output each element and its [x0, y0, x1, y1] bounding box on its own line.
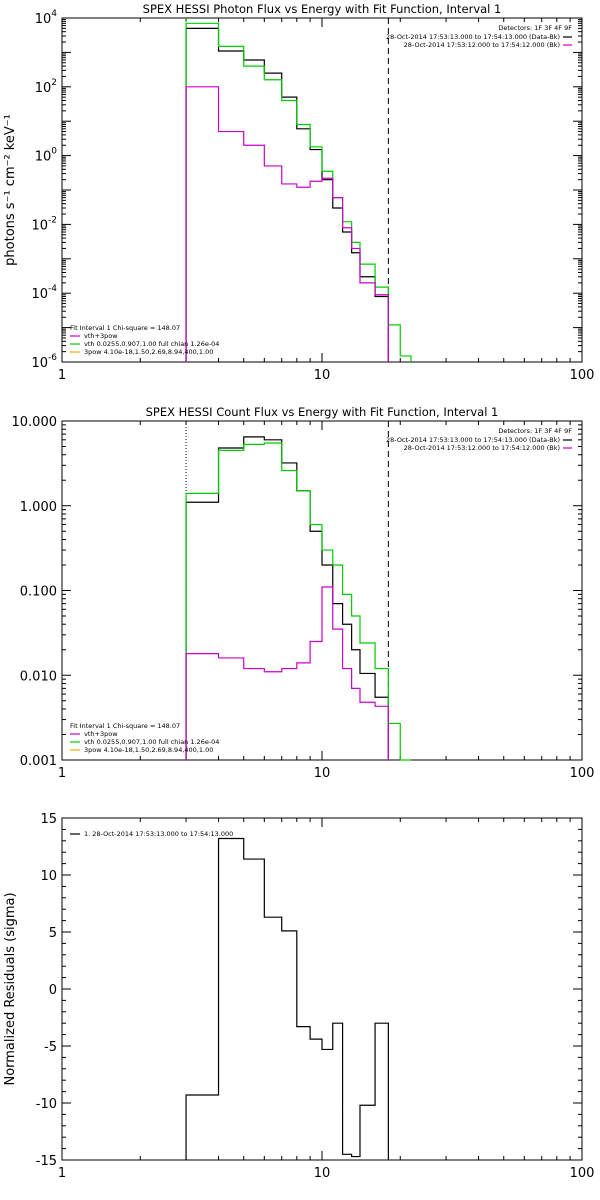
y-tick-base: 10 [31, 287, 48, 302]
y-axis-label: photons s⁻¹ cm⁻² keV⁻¹ [3, 114, 18, 266]
chart-panel-3: 1 10 100 15 10 5 0 -5 -10 -15 Normalized Residuals… [3, 812, 594, 1181]
x-tick-label: 10 [314, 1166, 331, 1181]
series-3-step-line [185, 586, 389, 760]
y-tick-label: 10.000 [12, 415, 58, 430]
legend-detectors: Detectors: 1F 3F 4F 9F [498, 427, 572, 435]
y-tick-label: -5 [44, 1040, 57, 1055]
legend-entry-label: 28-Oct-2014 17:53:13.000 to 17:54:13.000… [386, 33, 560, 41]
legend-entry-label: 1. 28-Oct-2014 17:53:13.000 to 17:54:13.… [84, 830, 233, 838]
series-3-step-line [185, 86, 389, 362]
x-tick-label: 100 [570, 1166, 595, 1181]
y-tick-exponent: 0 [51, 147, 57, 157]
y-tick-label: 1.000 [20, 500, 57, 515]
chart-title: SPEX HESSI Count Flux vs Energy with Fit… [146, 405, 499, 419]
plot-frame [61, 817, 583, 1161]
legend-entry-label: vth 0.0255,0.907,1.00 full chian 1.26e-0… [84, 340, 219, 348]
y-tick-exponent: 4 [51, 9, 57, 19]
legend-entry-label: vth+3pow [84, 332, 118, 340]
y-tick-base: 10 [31, 218, 48, 233]
chart-panel-2: SPEX HESSI Count Flux vs Energy with Fit… [12, 405, 595, 781]
plot-frame [61, 17, 583, 363]
y-tick-label: 0.010 [20, 669, 57, 684]
legend-entry-label: 28-Oct-2014 17:53:12.000 to 17:54:12.000… [404, 444, 560, 452]
legend-fit-summary: Fit Interval 1 Chi-square = 148.07 [70, 722, 180, 730]
y-tick-label: -15 [36, 1154, 57, 1169]
chart-title: SPEX HESSI Photon Flux vs Energy with Fi… [143, 2, 502, 16]
legend-entry-label: 28-Oct-2014 17:53:12.000 to 17:54:12.000… [404, 41, 560, 49]
y-tick-label: 5 [49, 926, 57, 941]
legend-entry-label: vth 0.0255,0.907,1.00 full chian 1.26e-0… [84, 738, 219, 746]
y-tick-label: 104 [35, 9, 58, 27]
legend-entry-label: 28-Oct-2014 17:53:13.000 to 17:54:13.000… [386, 436, 560, 444]
y-tick-exponent: -2 [48, 215, 57, 225]
y-tick-label: 100 [35, 147, 58, 165]
y-tick-label: 10-6 [31, 353, 57, 371]
legend-entry-label: 3pow 4.10e-18,1.50,2.69,8.94,400,1.00 [84, 348, 213, 356]
series-1-step-line [185, 436, 389, 760]
x-tick-label: 100 [570, 766, 595, 781]
y-axis-label: Normalized Residuals (sigma) [3, 892, 18, 1085]
series-2-step-line [185, 442, 412, 761]
legend-entry-label: 3pow 4.10e-18,1.50,2.69,8.94,400,1.00 [84, 746, 213, 754]
y-tick-label: 10-4 [31, 284, 57, 302]
chart-panel-1: SPEX HESSI Photon Flux vs Energy with Fi… [3, 2, 594, 383]
y-tick-label: 0.100 [20, 585, 57, 600]
series-1-step-line [185, 837, 389, 1160]
y-tick-exponent: -6 [48, 353, 57, 363]
y-tick-label: 102 [35, 78, 57, 96]
y-tick-label: 10-2 [31, 215, 57, 233]
y-tick-label: 15 [40, 812, 57, 827]
x-tick-label: 1 [58, 1166, 66, 1181]
y-tick-label: 0.001 [20, 754, 57, 769]
x-tick-label: 1 [58, 766, 66, 781]
y-tick-label: -10 [36, 1097, 57, 1112]
y-tick-label: 10 [40, 869, 57, 884]
x-tick-label: 1 [58, 368, 66, 383]
legend-detectors: Detectors: 1F 3F 4F 9F [498, 24, 572, 32]
y-tick-label: 0 [49, 983, 57, 998]
x-tick-label: 100 [570, 368, 595, 383]
series-1-step-line [185, 27, 389, 362]
y-tick-exponent: 2 [51, 78, 57, 88]
y-tick-base: 10 [35, 150, 52, 165]
x-tick-label: 10 [314, 368, 331, 383]
legend-fit-summary: Fit Interval 1 Chi-square = 148.07 [70, 324, 180, 332]
x-tick-label: 10 [314, 766, 331, 781]
y-tick-base: 10 [31, 356, 48, 371]
y-tick-base: 10 [35, 12, 52, 27]
y-tick-base: 10 [35, 81, 52, 96]
y-tick-exponent: -4 [48, 284, 57, 294]
legend-entry-label: vth+3pow [84, 730, 118, 738]
series-2-step-line [185, 22, 412, 362]
